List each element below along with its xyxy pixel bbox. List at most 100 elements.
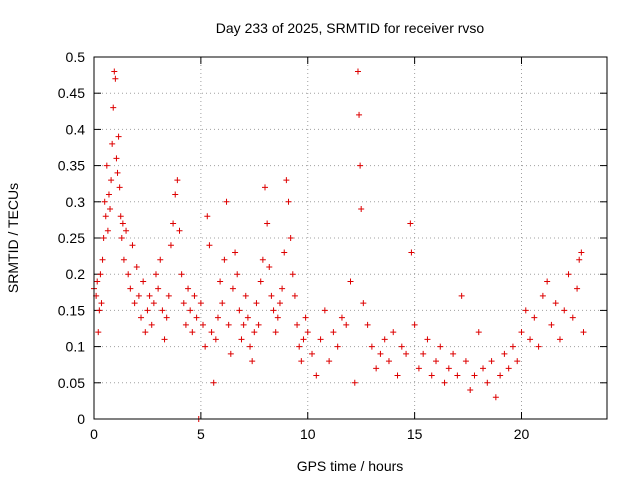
data-point [257, 278, 264, 285]
data-point [118, 235, 125, 241]
data-point [110, 104, 117, 111]
data-point [152, 271, 159, 278]
data-point [357, 162, 364, 169]
data-point [531, 314, 538, 321]
data-point [242, 292, 249, 299]
y-tick-label: 0.35 [58, 158, 85, 174]
data-point [229, 285, 236, 292]
data-point [150, 300, 157, 307]
data-point [138, 314, 145, 321]
data-point [131, 300, 138, 307]
data-point [163, 314, 170, 321]
data-point [475, 329, 482, 336]
data-point [535, 343, 542, 350]
data-point [217, 278, 224, 285]
data-point [112, 75, 119, 82]
data-point [146, 292, 153, 299]
data-point [309, 350, 316, 357]
data-point [509, 343, 516, 350]
data-point [127, 285, 134, 292]
data-point [172, 191, 179, 198]
data-point [552, 300, 559, 307]
data-point [373, 365, 380, 372]
data-point [505, 365, 512, 372]
data-point [240, 321, 247, 328]
data-point [548, 321, 555, 328]
data-point [578, 249, 585, 256]
chart-title: Day 233 of 2025, SRMTID for receiver rvs… [216, 20, 485, 36]
data-points [91, 68, 587, 422]
data-point [111, 68, 118, 75]
data-point [204, 213, 211, 220]
data-point [115, 133, 122, 140]
data-point [212, 336, 219, 343]
axis-ticks: 0 5 10 15 20 0 0.05 0.1 0.15 0.2 0.25 0.3 0.35 0.4 0.4… [58, 49, 607, 442]
data-point [497, 372, 504, 379]
data-point [527, 336, 534, 343]
data-point [294, 321, 301, 328]
data-point [522, 307, 529, 314]
data-point [114, 169, 121, 176]
y-tick-label: 0.4 [66, 121, 86, 137]
data-point [123, 227, 130, 234]
data-point [142, 329, 149, 336]
data-point [381, 336, 388, 343]
data-point [420, 350, 427, 357]
data-point [109, 140, 116, 147]
data-point [178, 271, 185, 278]
data-point [148, 321, 155, 328]
data-point [140, 278, 147, 285]
data-point [255, 321, 262, 328]
data-point [244, 314, 251, 321]
data-point [321, 307, 328, 314]
data-point [232, 249, 239, 256]
data-point [225, 321, 232, 328]
y-tick-label: 0.25 [58, 230, 85, 246]
data-point [484, 379, 491, 386]
data-point [445, 365, 452, 372]
data-point [330, 329, 337, 336]
data-point [117, 213, 124, 220]
y-tick-label: 0.2 [66, 266, 86, 282]
data-point [302, 314, 309, 321]
x-tick-label: 5 [197, 426, 205, 442]
data-point [189, 329, 196, 336]
plot-frame [93, 56, 608, 420]
data-point [334, 343, 341, 350]
data-point [268, 292, 275, 299]
data-point [458, 292, 465, 299]
data-point [450, 350, 457, 357]
data-point [129, 242, 136, 249]
data-point [428, 372, 435, 379]
data-point [165, 292, 172, 299]
data-point [197, 300, 204, 307]
data-point [107, 206, 114, 213]
data-point [100, 235, 107, 241]
data-point [518, 329, 525, 336]
data-point [569, 314, 576, 321]
data-point [191, 292, 198, 299]
data-point [398, 343, 405, 350]
data-point [385, 358, 392, 365]
data-point [354, 68, 361, 75]
data-point [403, 350, 410, 357]
data-point [238, 336, 245, 343]
data-point [159, 307, 166, 314]
y-tick-label: 0.1 [66, 339, 86, 355]
data-point [185, 285, 192, 292]
data-point [214, 314, 221, 321]
data-point [338, 314, 345, 321]
data-point [279, 285, 286, 292]
data-point [170, 220, 177, 227]
data-point [358, 206, 365, 213]
data-point [98, 300, 105, 307]
data-point [411, 321, 418, 328]
data-point [251, 329, 258, 336]
data-point [120, 256, 127, 263]
data-point [174, 177, 181, 184]
data-point [326, 358, 333, 365]
data-point [313, 372, 320, 379]
data-point [144, 307, 151, 314]
data-point [377, 350, 384, 357]
data-point [437, 343, 444, 350]
